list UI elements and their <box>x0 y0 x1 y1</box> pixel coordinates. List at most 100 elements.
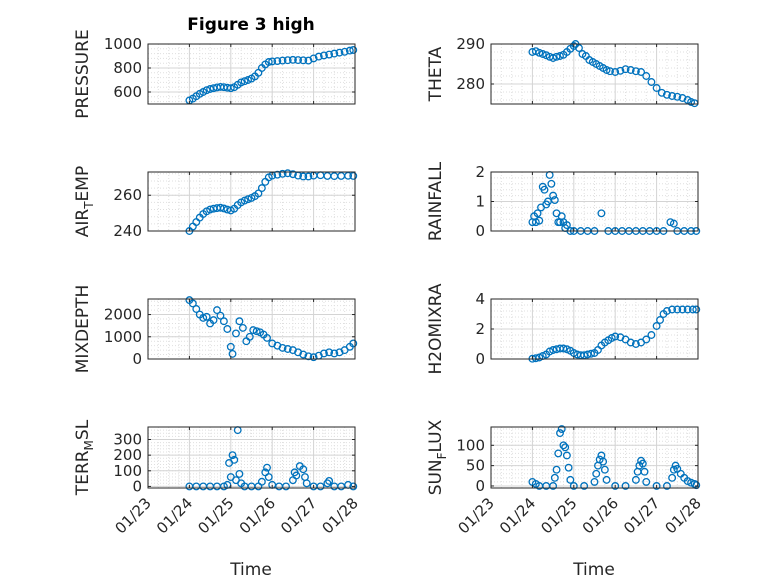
data-point <box>688 305 697 314</box>
axes-box <box>147 171 356 232</box>
data-point <box>535 216 544 225</box>
x-tick-label: 01/26 <box>579 494 622 537</box>
data-point <box>606 67 614 76</box>
data-point <box>320 349 328 358</box>
data-point <box>663 482 671 490</box>
data-point <box>692 305 701 314</box>
data-point <box>299 56 308 65</box>
data-point <box>335 48 344 57</box>
data-point <box>640 467 649 476</box>
data-point <box>199 313 208 322</box>
data-point <box>278 343 287 352</box>
data-point <box>325 50 334 59</box>
data-point <box>600 465 609 474</box>
data-point <box>538 50 547 58</box>
data-point <box>642 72 651 80</box>
x-tick-label: 01/23 <box>112 494 155 537</box>
y-tick-label: 0 <box>475 222 485 240</box>
data-point <box>550 473 559 482</box>
axes-box <box>147 298 356 360</box>
data-point <box>188 299 197 308</box>
data-point <box>569 42 578 50</box>
y-tick-label: 260 <box>113 186 142 204</box>
y-tick-label: 100 <box>456 436 485 454</box>
data-point <box>309 54 318 63</box>
data-point <box>556 429 564 438</box>
y-axis-label-terr-msl: TERRMSL <box>73 419 96 496</box>
data-point <box>232 329 240 338</box>
data-point <box>304 172 313 181</box>
data-point <box>228 349 237 358</box>
y-tick-label: 1000 <box>104 328 142 346</box>
data-point <box>283 56 292 65</box>
data-point <box>673 92 682 101</box>
data-point <box>263 333 271 342</box>
data-point <box>637 68 646 76</box>
y-axis-label-theta: THETA <box>426 46 446 102</box>
y-tick-label: 1 <box>475 193 485 211</box>
data-point <box>631 67 640 76</box>
data-point <box>330 349 339 358</box>
data-point <box>668 92 677 100</box>
data-point <box>540 185 549 194</box>
data-point <box>616 66 625 75</box>
data-point <box>647 78 656 86</box>
data-point <box>325 348 334 357</box>
data-point <box>237 78 246 87</box>
data-point <box>562 221 571 230</box>
data-point <box>316 482 325 491</box>
x-tick-label: 01/28 <box>319 494 362 537</box>
data-point <box>283 169 292 178</box>
data-point <box>562 451 571 460</box>
subplot-mixdepth: 0 1000 2000 MIXDEPTH <box>73 285 358 373</box>
data-point <box>268 57 277 66</box>
data-point <box>292 471 301 480</box>
data-point <box>569 482 578 490</box>
data-point <box>621 482 630 490</box>
subplot-h2omixra: 0 2 4 H2OMIXRA <box>426 283 701 375</box>
data-point <box>299 465 308 474</box>
y-tick-label: 0 <box>132 350 142 368</box>
y-tick-label: 2000 <box>104 306 142 324</box>
data-point <box>254 189 263 198</box>
x-tick-label: 01/27 <box>277 494 320 537</box>
y-tick-label: 2 <box>475 163 485 181</box>
subplot-air-temp: 240 260 AIRTEMP <box>73 166 358 240</box>
data-point <box>238 323 247 332</box>
subplot-theta: 280 290 THETA <box>426 35 699 108</box>
data-point <box>566 475 575 484</box>
subplot-sun-flux: 0 50 100 SUNFLUX 01/2301/2401/2501/2601/2701… <box>426 419 705 537</box>
data-point <box>559 441 568 450</box>
data-point <box>302 479 311 488</box>
axes-box <box>147 426 356 489</box>
data-point <box>264 473 273 482</box>
data-point <box>656 316 664 324</box>
data-point <box>314 52 323 61</box>
data-point <box>226 84 235 93</box>
data-point <box>549 54 558 62</box>
data-point <box>663 90 671 99</box>
data-point <box>547 179 556 188</box>
data-point <box>216 311 225 320</box>
data-point <box>592 469 601 478</box>
data-point <box>282 482 290 491</box>
data-point <box>552 52 561 61</box>
data-point <box>602 66 611 74</box>
data-point <box>668 305 677 314</box>
data-point <box>257 184 266 193</box>
x-axis-label-right: Time <box>572 560 615 580</box>
data-point <box>192 305 201 313</box>
data-point <box>304 352 313 361</box>
data-point <box>273 57 282 65</box>
data-point <box>678 305 687 314</box>
data-point <box>223 325 232 333</box>
y-tick-label: 1000 <box>104 35 142 53</box>
y-tick-label: 240 <box>113 222 142 240</box>
data-point <box>288 170 297 179</box>
data-point <box>626 338 635 347</box>
x-tick-label: 01/27 <box>620 494 663 537</box>
data-point <box>325 477 334 485</box>
data-point <box>249 326 258 335</box>
